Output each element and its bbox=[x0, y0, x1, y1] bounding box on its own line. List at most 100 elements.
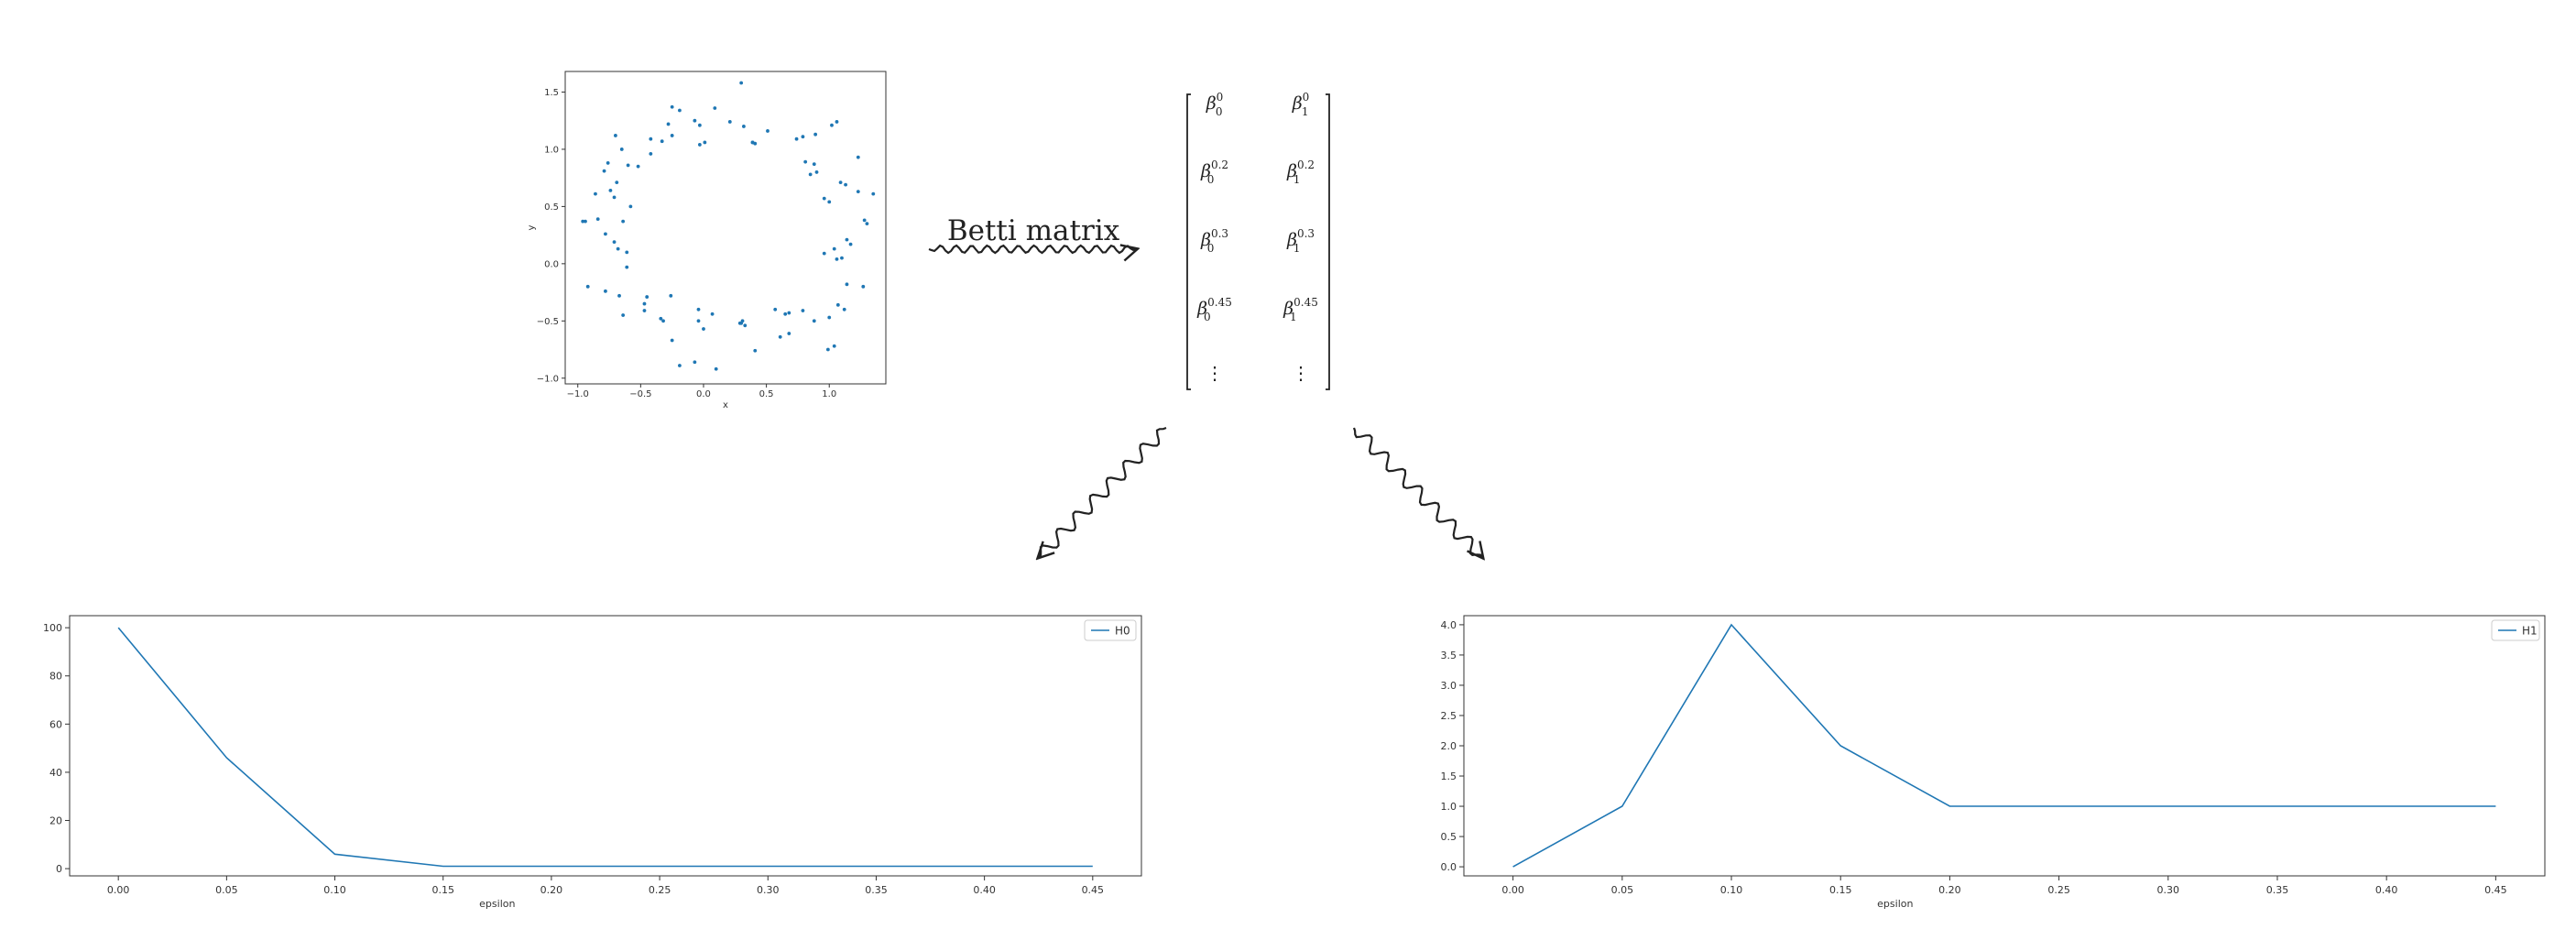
x-tick-label: 0.00 bbox=[107, 884, 130, 896]
scatter-point bbox=[835, 120, 839, 124]
scatter-point bbox=[710, 312, 715, 316]
matrix-entry: β0.45 0 bbox=[1196, 296, 1232, 323]
scatter-y-tick-label: −0.5 bbox=[537, 317, 559, 327]
scatter-point bbox=[585, 284, 590, 289]
legend-box bbox=[1084, 619, 1137, 641]
scatter-point bbox=[773, 307, 778, 312]
x-tick-label: 0.20 bbox=[540, 884, 563, 896]
matrix-threshold: 0.2 bbox=[1297, 158, 1315, 171]
scatter-point bbox=[871, 191, 876, 196]
y-tick-label: 20 bbox=[49, 815, 62, 827]
x-tick-label: 0.20 bbox=[1938, 884, 1961, 896]
h0-betti-curve-chart: 0.00 0.05 0.10 0.15 0.20 0.25 0.30 0.35 0.40 0.45… bbox=[43, 615, 1142, 910]
scatter-point bbox=[617, 293, 621, 298]
scatter-point bbox=[661, 319, 665, 323]
scatter-point bbox=[666, 122, 671, 126]
scatter-point bbox=[606, 161, 610, 165]
scatter-y-tick-label: 1.0 bbox=[544, 145, 559, 155]
betti-matrix: β0 0 β0 1β0.2 0 β0.2 1β0.3 0 β0.3 1β0.45 0 β0.45 1⋮ ⋮ bbox=[1186, 91, 1330, 390]
scatter-point bbox=[625, 250, 629, 255]
x-tick-label: 0.15 bbox=[431, 884, 454, 896]
beta-symbol: β bbox=[1196, 299, 1207, 319]
matrix-dimension: 1 bbox=[1302, 105, 1309, 118]
scatter-point bbox=[727, 120, 732, 124]
beta-symbol: β bbox=[1200, 161, 1211, 181]
line-chart-frame bbox=[69, 615, 1142, 877]
scatter-point bbox=[619, 148, 624, 151]
line-chart-frame bbox=[1463, 615, 2546, 877]
scatter-x-axis-label: x bbox=[723, 400, 728, 410]
matrix-threshold: 0.2 bbox=[1211, 158, 1228, 171]
series-line-h0 bbox=[117, 627, 1093, 868]
scatter-point bbox=[703, 140, 707, 145]
scatter-point bbox=[636, 164, 640, 169]
scatter-point bbox=[830, 123, 834, 127]
x-tick-label: 0.05 bbox=[215, 884, 238, 896]
matrix-entry: β0.45 1 bbox=[1283, 296, 1318, 323]
matrix-entry: β0.3 0 bbox=[1200, 227, 1228, 255]
scatter-y-tick-label: 1.5 bbox=[544, 88, 559, 98]
matrix-entry: β0.3 1 bbox=[1286, 227, 1315, 255]
scatter-point bbox=[783, 312, 788, 316]
x-tick-label: 0.35 bbox=[865, 884, 888, 896]
scatter-point bbox=[581, 219, 585, 224]
matrix-entry: β0 1 bbox=[1292, 91, 1310, 118]
scatter-point bbox=[660, 139, 664, 144]
scatter-point bbox=[697, 143, 702, 147]
matrix-threshold: 0.45 bbox=[1207, 296, 1232, 309]
scatter-point bbox=[645, 295, 649, 299]
y-tick-label: 3.0 bbox=[1441, 680, 1457, 692]
scatter-point bbox=[649, 137, 653, 141]
scatter-point bbox=[743, 323, 748, 328]
scatter-point bbox=[827, 315, 832, 320]
scatter-point bbox=[625, 265, 629, 269]
scatter-point bbox=[621, 219, 626, 224]
scatter-point bbox=[840, 256, 844, 260]
scatter-point bbox=[861, 284, 866, 289]
scatter-point bbox=[678, 108, 682, 113]
scatter-point bbox=[753, 348, 758, 353]
matrix-dimension: 1 bbox=[1290, 311, 1297, 323]
scatter-point bbox=[856, 190, 860, 194]
scatter-point bbox=[845, 237, 849, 242]
wavy-arrow-down-left bbox=[1039, 426, 1167, 557]
x-tick-label: 0.15 bbox=[1829, 884, 1852, 896]
scatter-point bbox=[604, 232, 607, 236]
x-tick-label: 0.10 bbox=[1720, 884, 1743, 896]
scatter-point bbox=[822, 196, 826, 201]
scatter-point bbox=[787, 332, 791, 335]
matrix-vertical-ellipsis: ⋮ bbox=[1292, 362, 1310, 384]
series-line-h1 bbox=[1512, 623, 2496, 868]
scatter-point bbox=[742, 125, 746, 128]
scatter-point bbox=[621, 313, 626, 317]
scatter-point bbox=[766, 129, 770, 133]
scatter-point bbox=[865, 222, 869, 226]
scatter-point bbox=[642, 309, 647, 312]
scatter-point bbox=[696, 319, 701, 323]
scatter-point bbox=[832, 246, 836, 251]
scatter-point bbox=[812, 319, 816, 323]
scatter-point bbox=[862, 218, 867, 223]
x-axis-label: epsilon bbox=[479, 898, 515, 910]
wavy-arrow-right bbox=[928, 246, 1136, 253]
y-tick-label: 4.0 bbox=[1441, 619, 1457, 631]
scatter-point bbox=[595, 217, 600, 222]
scatter-point bbox=[608, 189, 613, 192]
scatter-x-tick-label: −0.5 bbox=[629, 389, 651, 399]
scatter-point bbox=[835, 302, 840, 307]
matrix-threshold: 0.3 bbox=[1211, 227, 1228, 240]
scatter-point bbox=[642, 301, 647, 306]
x-tick-label: 0.30 bbox=[2157, 884, 2180, 896]
scatter-point bbox=[669, 293, 673, 298]
scatter-point bbox=[678, 364, 682, 367]
matrix-threshold: 0 bbox=[1303, 91, 1310, 104]
scatter-point bbox=[808, 172, 813, 177]
y-tick-label: 2.0 bbox=[1441, 740, 1457, 752]
scatter-point bbox=[822, 251, 826, 256]
x-tick-label: 0.25 bbox=[649, 884, 671, 896]
scatter-point bbox=[602, 169, 606, 173]
x-tick-label: 0.00 bbox=[1501, 884, 1524, 896]
point-cloud-scatter-chart: −1.0 −0.5 0.0 0.5 1.0 −1.0 −0.5 0.0 0.5 1.0 1.5 x y bbox=[527, 71, 887, 410]
beta-symbol: β bbox=[1283, 299, 1293, 319]
